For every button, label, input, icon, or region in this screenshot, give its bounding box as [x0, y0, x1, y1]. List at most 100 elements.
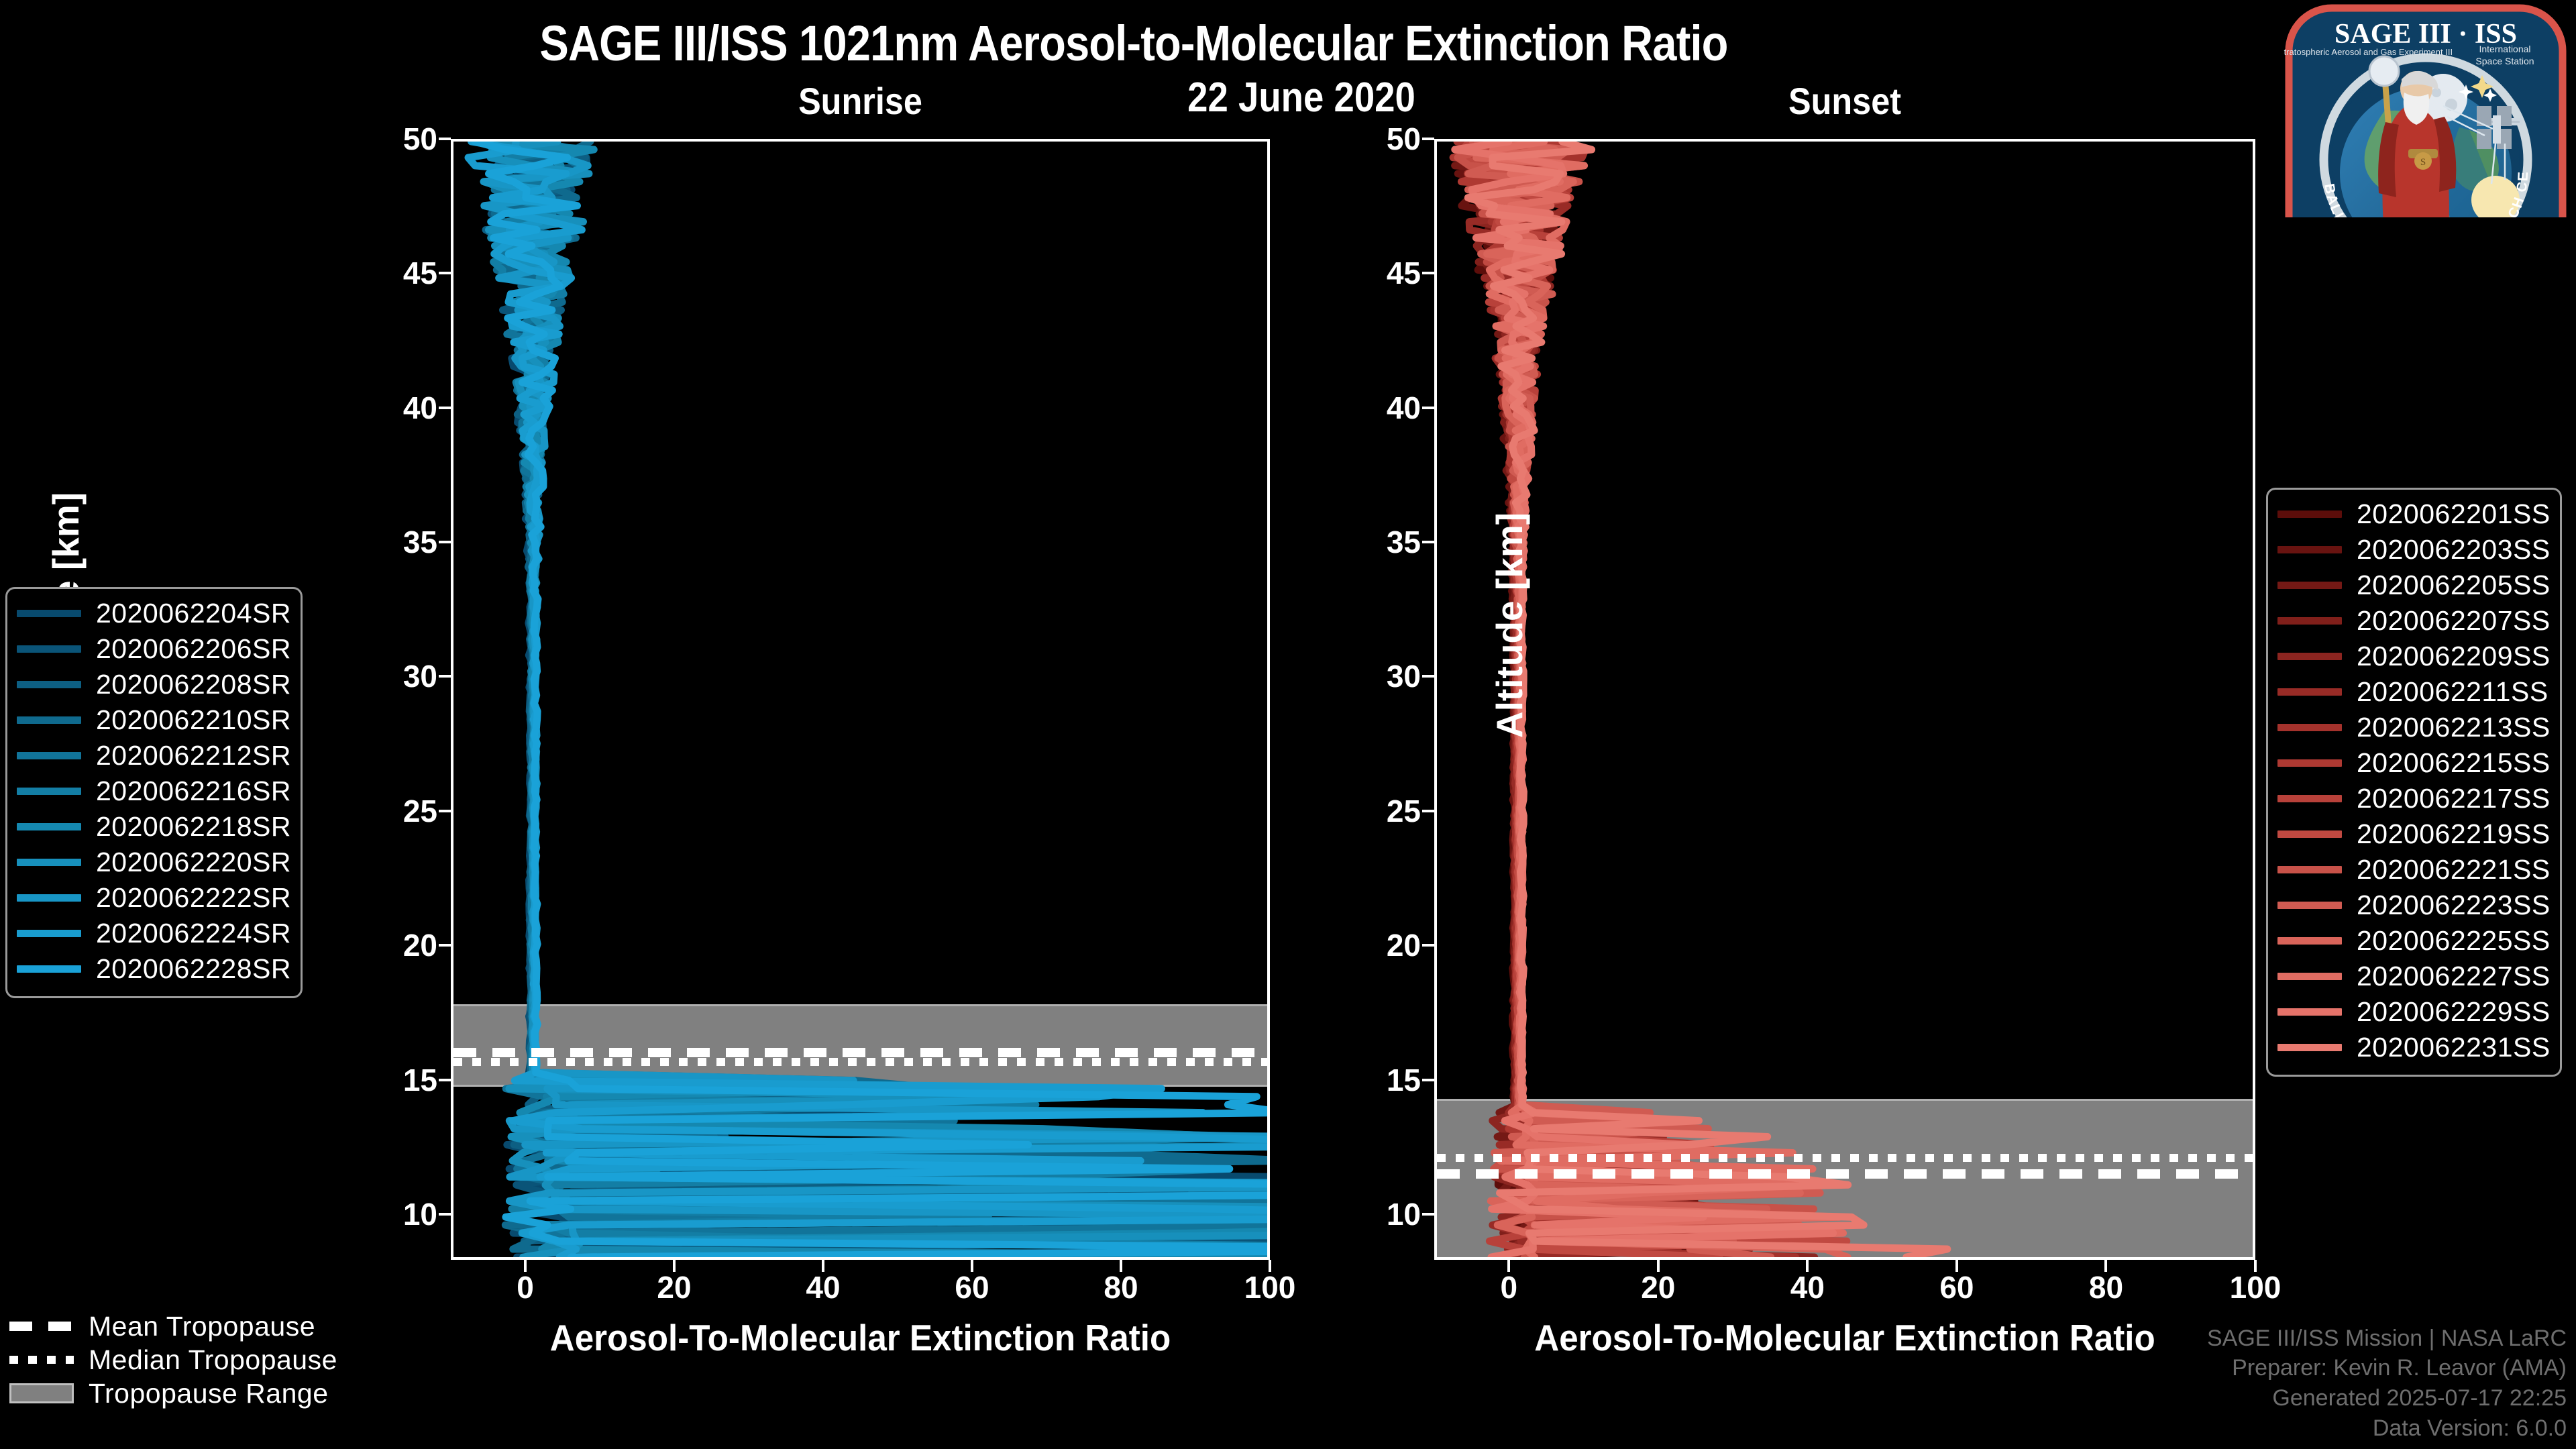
legend-label-2020062219SS: 2020062219SS — [2357, 818, 2551, 849]
legend-label-2020062203SS: 2020062203SS — [2357, 534, 2551, 565]
legend-item-2020062208SR[interactable]: 2020062208SR — [17, 667, 291, 702]
page-title: SAGE III/ISS 1021nm Aerosol-to-Molecular… — [539, 15, 1728, 71]
x-tick-mark — [524, 1260, 527, 1272]
legend-color-swatch-icon — [2277, 759, 2342, 767]
legend-item-2020062217SS[interactable]: 2020062217SS — [2277, 781, 2551, 816]
svg-text:Stratospheric Aerosol and Gas: Stratospheric Aerosol and Gas Experiment… — [2284, 47, 2453, 57]
y-tick-label-sunset-50: 50 — [1386, 121, 1421, 156]
legend-label-2020062208SR: 2020062208SR — [96, 669, 291, 700]
legend-label-2020062205SS: 2020062205SS — [2357, 570, 2551, 600]
svg-text:S: S — [2420, 157, 2426, 168]
y-tick-mark — [439, 541, 451, 544]
legend-item-2020062221SS[interactable]: 2020062221SS — [2277, 852, 2551, 888]
legend-item-2020062222SR[interactable]: 2020062222SR — [17, 880, 291, 916]
legend-item-2020062207SS[interactable]: 2020062207SS — [2277, 603, 2551, 639]
legend-item-2020062225SS[interactable]: 2020062225SS — [2277, 923, 2551, 959]
x-tick-label-sunset-20: 20 — [1641, 1270, 1676, 1305]
legend-item-2020062204SR[interactable]: 2020062204SR — [17, 596, 291, 631]
legend-tropopause: Mean Tropopause Median Tropopause Tropop… — [9, 1309, 337, 1410]
legend-item-2020062231SS[interactable]: 2020062231SS — [2277, 1030, 2551, 1065]
x-tick-mark — [673, 1260, 676, 1272]
legend-color-swatch-icon — [2277, 795, 2342, 802]
legend-label-median-tropopause: Median Tropopause — [89, 1344, 337, 1375]
y-axis-title-sunset: Altitude [km] — [1489, 512, 1530, 739]
legend-item-2020062211SS[interactable]: 2020062211SS — [2277, 674, 2551, 710]
legend-color-swatch-icon — [17, 645, 81, 653]
x-tick-mark — [1955, 1260, 1958, 1272]
x-tick-label-sunrise-60: 60 — [955, 1270, 989, 1305]
svg-text:SAGE III · ISS: SAGE III · ISS — [2334, 19, 2517, 50]
legend-item-mean-tropopause: Mean Tropopause — [9, 1309, 337, 1343]
y-tick-mark — [1422, 1078, 1434, 1081]
legend-label-2020062228SR: 2020062228SR — [96, 953, 291, 984]
x-tick-mark — [1269, 1260, 1271, 1272]
legend-label-2020062220SR: 2020062220SR — [96, 847, 291, 877]
legend-item-2020062203SS[interactable]: 2020062203SS — [2277, 532, 2551, 568]
legend-label-2020062212SR: 2020062212SR — [96, 740, 291, 771]
legend-item-2020062205SS[interactable]: 2020062205SS — [2277, 568, 2551, 603]
plot-inner-sunrise — [453, 142, 1267, 1257]
mission-patch-icon: S BALL · NASA LANGLEY RESEARCH CENTER · … — [2278, 4, 2567, 280]
panel-title-sunset: Sunset — [1788, 80, 1902, 122]
legend-item-2020062213SS[interactable]: 2020062213SS — [2277, 710, 2551, 745]
y-tick-label-sunset-20: 20 — [1386, 928, 1421, 963]
legend-color-swatch-icon — [17, 823, 81, 830]
legend-color-swatch-icon — [17, 681, 81, 688]
x-axis-title-sunset: Aerosol-To-Molecular Extinction Ratio — [1534, 1317, 2155, 1358]
legend-label-2020062227SS: 2020062227SS — [2357, 961, 2551, 991]
legend-color-swatch-icon — [2277, 1044, 2342, 1051]
y-tick-mark — [1422, 1212, 1434, 1216]
x-tick-label-sunrise-40: 40 — [806, 1270, 841, 1305]
legend-item-2020062223SS[interactable]: 2020062223SS — [2277, 888, 2551, 923]
mean-tropopause-line-sunset — [1437, 1169, 2253, 1179]
y-tick-label-sunset-35: 35 — [1386, 525, 1421, 560]
legend-label-mean-tropopause: Mean Tropopause — [89, 1310, 316, 1342]
legend-color-swatch-icon — [2277, 866, 2342, 873]
legend-item-2020062201SS[interactable]: 2020062201SS — [2277, 496, 2551, 532]
legend-item-2020062215SS[interactable]: 2020062215SS — [2277, 745, 2551, 781]
legend-color-swatch-icon — [2277, 617, 2342, 625]
y-tick-label-sunset-45: 45 — [1386, 256, 1421, 291]
legend-item-2020062212SR[interactable]: 2020062212SR — [17, 738, 291, 773]
mean-tropopause-line-sunrise — [453, 1048, 1267, 1058]
legend-item-2020062206SR[interactable]: 2020062206SR — [17, 631, 291, 667]
legend-color-swatch-icon — [2277, 653, 2342, 660]
x-tick-mark — [2254, 1260, 2257, 1272]
credit-data-version: Data Version: 6.0.0 — [2372, 1415, 2567, 1442]
y-tick-mark — [439, 809, 451, 812]
credit-mission: SAGE III/ISS Mission | NASA LaRC — [2206, 1325, 2567, 1351]
legend-item-2020062219SS[interactable]: 2020062219SS — [2277, 816, 2551, 852]
y-tick-mark — [1422, 272, 1434, 275]
legend-label-2020062221SS: 2020062221SS — [2357, 854, 2551, 885]
legend-item-2020062209SS[interactable]: 2020062209SS — [2277, 639, 2551, 674]
legend-label-2020062215SS: 2020062215SS — [2357, 747, 2551, 778]
profile-curves-sunrise — [464, 142, 1267, 1257]
legend-item-2020062227SS[interactable]: 2020062227SS — [2277, 959, 2551, 994]
legend-color-swatch-icon — [2277, 937, 2342, 945]
legend-color-swatch-icon — [17, 859, 81, 866]
legend-color-swatch-icon — [2277, 582, 2342, 589]
legend-item-2020062210SR[interactable]: 2020062210SR — [17, 702, 291, 738]
legend-color-swatch-icon — [2277, 511, 2342, 518]
legend-label-2020062209SS: 2020062209SS — [2357, 641, 2551, 672]
y-tick-label-sunrise-25: 25 — [402, 793, 437, 828]
legend-item-2020062220SR[interactable]: 2020062220SR — [17, 845, 291, 880]
legend-color-swatch-icon — [17, 965, 81, 973]
legend-item-2020062224SR[interactable]: 2020062224SR — [17, 916, 291, 951]
x-tick-label-sunrise-80: 80 — [1104, 1270, 1138, 1305]
sage-iii-iss-mission-patch-logo: S BALL · NASA LANGLEY RESEARCH CENTER · … — [2278, 4, 2568, 280]
legend-item-2020062229SS[interactable]: 2020062229SS — [2277, 994, 2551, 1030]
legend-sunset[interactable]: 2020062201SS 2020062203SS 2020062205SS 2020… — [2266, 488, 2562, 1077]
legend-item-2020062228SR[interactable]: 2020062228SR — [17, 951, 291, 987]
legend-item-2020062216SR[interactable]: 2020062216SR — [17, 773, 291, 809]
panel-title-sunrise: Sunrise — [798, 80, 922, 122]
x-tick-label-sunset-40: 40 — [1790, 1270, 1825, 1305]
plot-inner-sunset — [1437, 142, 2253, 1257]
legend-color-swatch-icon — [17, 894, 81, 902]
y-tick-mark — [439, 272, 451, 275]
legend-label-tropopause-range: Tropopause Range — [89, 1377, 329, 1409]
legend-item-2020062218SR[interactable]: 2020062218SR — [17, 809, 291, 845]
y-tick-label-sunset-25: 25 — [1386, 793, 1421, 828]
legend-sunrise[interactable]: 2020062204SR 2020062206SR 2020062208SR 2020… — [5, 587, 303, 998]
y-tick-mark — [1422, 944, 1434, 947]
